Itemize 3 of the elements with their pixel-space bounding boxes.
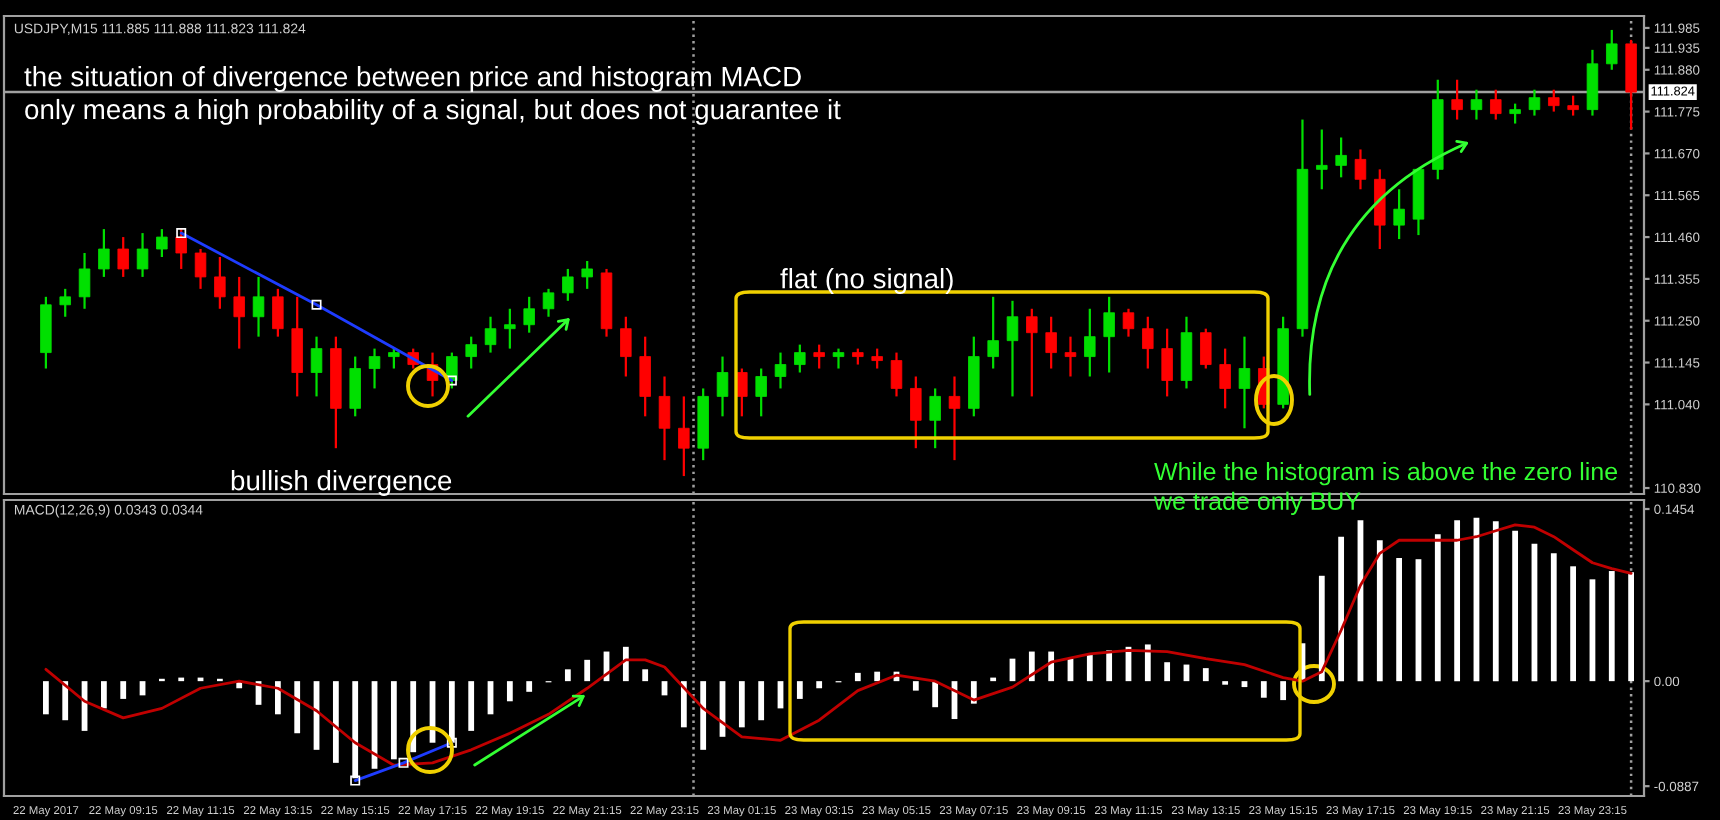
annotation: flat (no signal) (780, 268, 953, 294)
annotation: bullish divergence (231, 470, 452, 496)
annotation: the situation of divergence between price and histogram MACD only means a high probability of a signal, but does not guarantee it (24, 66, 841, 125)
